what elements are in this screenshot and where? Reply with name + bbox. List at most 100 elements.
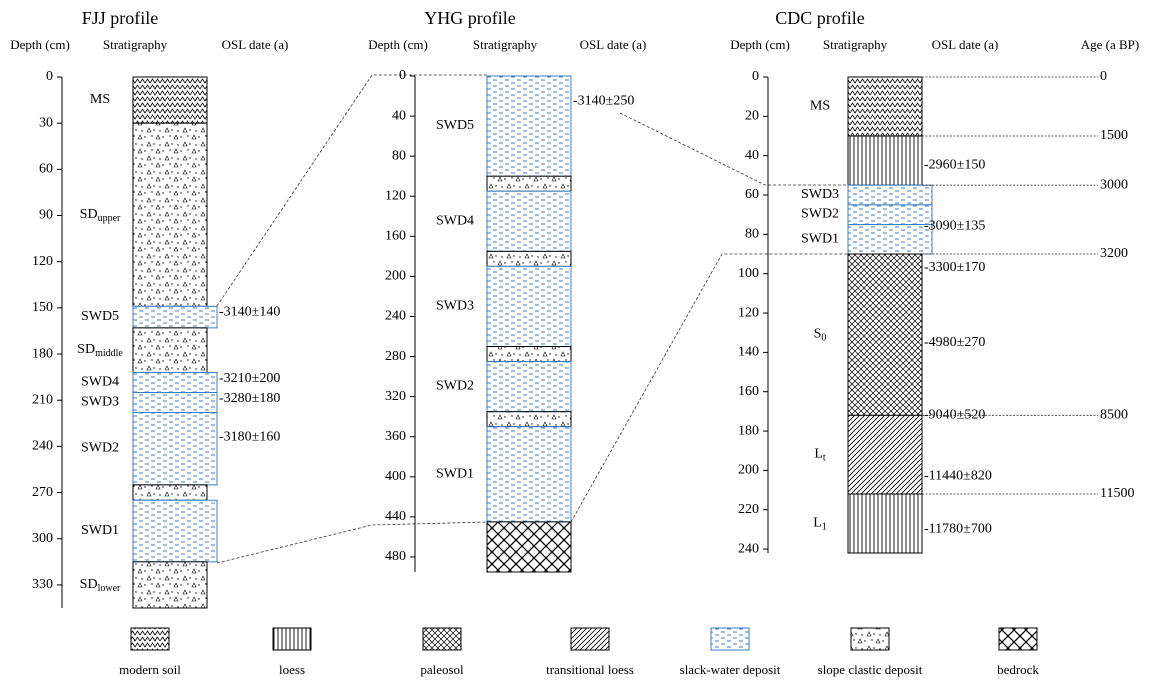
legend-label: bedrock (997, 662, 1039, 677)
tick-label: 280 (385, 349, 406, 364)
legend-swatch (571, 628, 609, 650)
layer-label-sub: 1 (822, 522, 827, 533)
tick-label: 120 (385, 188, 406, 203)
layer (848, 77, 922, 136)
tick-label: 220 (738, 502, 759, 517)
legend-swatch (711, 628, 749, 650)
layer (848, 494, 922, 553)
layer-label: SWD5 (436, 118, 474, 133)
tick-label: 80 (392, 148, 406, 163)
column-header: Depth (cm) (368, 37, 428, 52)
layer (848, 136, 922, 185)
connector (217, 522, 487, 563)
figure: FJJ profileDepth (cm)StratigraphyOSL dat… (0, 0, 1149, 682)
layer-label: SWD1 (81, 523, 119, 538)
layer-label: MS (810, 99, 830, 114)
tick-label: 480 (385, 549, 406, 564)
column-header: Stratigraphy (473, 37, 538, 52)
legend-label: modern soil (119, 662, 181, 677)
age-label: 8500 (1100, 408, 1128, 423)
age-label: 1500 (1100, 128, 1128, 143)
age-label: 11500 (1100, 486, 1134, 501)
tick-label: 120 (738, 305, 759, 320)
osl-date: -3090±135 (924, 219, 985, 234)
layer-label-main: SD (80, 207, 98, 222)
tick-label: 150 (32, 300, 53, 315)
tick-label: 210 (32, 392, 53, 407)
tick-label: 80 (745, 227, 759, 242)
osl-date: -3140±250 (573, 93, 634, 108)
tick-label: 120 (32, 254, 53, 269)
layer (133, 77, 207, 123)
layer (487, 427, 571, 522)
profile-title: YHG profile (424, 8, 515, 28)
layer-label-sub: lower (98, 583, 121, 594)
osl-date: -3140±140 (219, 305, 280, 320)
tick-label: 160 (738, 384, 759, 399)
layer-label: SDlower (80, 577, 121, 594)
layer (133, 500, 217, 562)
layer-label-main: L (813, 516, 822, 531)
column-header: Age (a BP) (1081, 37, 1140, 52)
tick-label: 30 (39, 115, 53, 130)
layer-label: SWD2 (81, 441, 119, 456)
layer-label: SDupper (80, 207, 121, 224)
layer-label-main: SWD2 (81, 441, 119, 456)
column-header: Stratigraphy (103, 37, 168, 52)
tick-label: 200 (385, 269, 406, 284)
tick-label: 100 (738, 266, 759, 281)
layer (133, 328, 207, 373)
layer (487, 522, 571, 572)
profile-title: CDC profile (775, 8, 865, 28)
tick-label: 440 (385, 509, 406, 524)
layer (133, 306, 217, 328)
tick-label: 240 (32, 439, 53, 454)
legend-label: paleosol (420, 662, 464, 677)
layer-label: MS (90, 92, 110, 107)
tick-label: 300 (32, 531, 53, 546)
layer-label-main: L (814, 447, 823, 462)
layer (487, 176, 571, 191)
column-header: Depth (cm) (10, 37, 70, 52)
layer-label-main: S (814, 327, 822, 342)
osl-date: -3180±160 (219, 429, 280, 444)
layer-label-main: SWD1 (81, 523, 119, 538)
osl-date: -2960±150 (924, 158, 985, 173)
layer (848, 225, 932, 255)
age-label: 0 (1100, 69, 1107, 84)
tick-label: 180 (32, 346, 53, 361)
layer (487, 412, 571, 427)
layer-label: SWD1 (436, 467, 474, 482)
connector (217, 75, 487, 306)
tick-label: 160 (385, 229, 406, 244)
layer (487, 266, 571, 346)
column-header: Stratigraphy (823, 37, 888, 52)
legend-label: slope clastic deposit (818, 662, 923, 677)
osl-date: -3210±200 (219, 371, 280, 386)
layer-label: SWD1 (801, 231, 839, 246)
tick-label: 0 (46, 69, 53, 84)
layer (487, 362, 571, 412)
layer-label-main: SWD5 (81, 309, 119, 324)
osl-date: -3300±170 (924, 260, 985, 275)
layer-label-sub: upper (98, 213, 121, 224)
column-header: OSL date (a) (222, 37, 289, 52)
column-header: OSL date (a) (932, 37, 999, 52)
layer-label-main: SWD3 (801, 187, 839, 202)
osl-date: -11780±700 (924, 522, 992, 537)
layer (133, 485, 207, 500)
tick-label: 320 (385, 389, 406, 404)
layer-label: SWD2 (801, 207, 839, 222)
layer (487, 251, 571, 266)
layer-label: SWD3 (801, 187, 839, 202)
tick-label: 60 (39, 162, 53, 177)
tick-label: 0 (399, 68, 406, 83)
tick-label: 240 (385, 309, 406, 324)
layer-label: L1 (813, 516, 827, 533)
layer-label: SWD4 (436, 214, 474, 229)
layer-label: S0 (814, 327, 827, 344)
tick-label: 20 (745, 109, 759, 124)
layer-label: SWD5 (81, 309, 119, 324)
legend-swatch (423, 628, 461, 650)
layer-label-main: SWD5 (436, 118, 474, 133)
